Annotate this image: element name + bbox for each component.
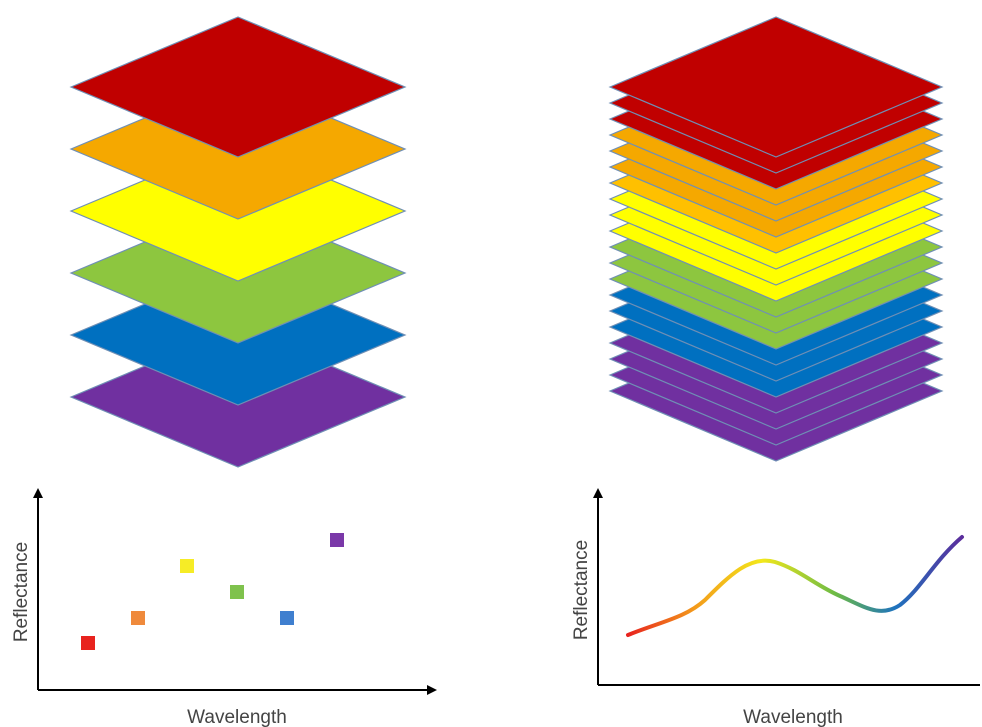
multispectral-stack [71,17,405,467]
band-point [81,636,95,650]
x-axis-label: Wavelength [743,707,843,727]
band-point [330,533,344,547]
diagram: Reflectance Wavelength Reflectance Wavel… [0,0,982,727]
x-axis-label: Wavelength [187,707,287,727]
y-axis-label: Reflectance [11,542,32,642]
band-point [280,611,294,625]
right-plot: Reflectance Wavelength [571,490,980,727]
hyperspectral-stack [610,17,942,461]
left-plot: Reflectance Wavelength [11,490,435,727]
band-point [131,611,145,625]
y-axis-label: Reflectance [571,540,592,640]
band-point [180,559,194,573]
band-point [230,585,244,599]
spectrum-curve [628,537,962,635]
